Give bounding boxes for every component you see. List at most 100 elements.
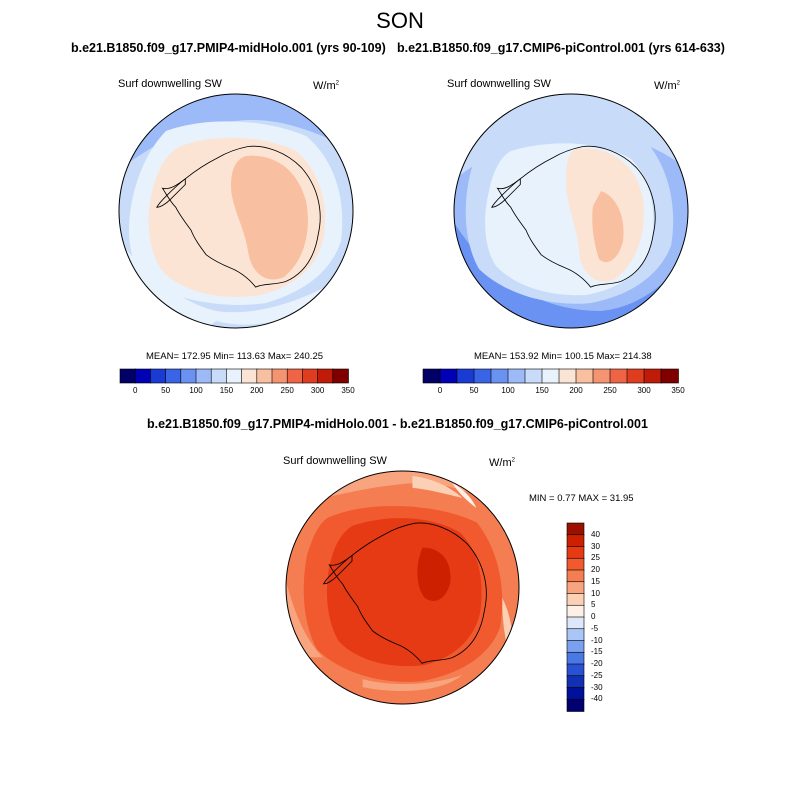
colorbar-tick-label: 0 [437, 386, 443, 395]
map-max-region [417, 547, 451, 601]
colorbar-swatch [439, 368, 458, 384]
colorbar-swatch [566, 640, 585, 654]
colorbar-swatch [609, 368, 628, 384]
map-border [285, 470, 520, 705]
colorbar-tick-label: 30 [591, 541, 600, 551]
left-colorbar-ticks: 0 50 100 150 200 250 300 350 [120, 386, 355, 398]
map-border [453, 93, 689, 329]
colorbar-tick-label: 50 [161, 386, 171, 395]
colorbar-swatch [566, 546, 585, 560]
map-band-south [119, 241, 353, 328]
colorbar-swatch [490, 368, 509, 384]
left-colorbar [119, 368, 349, 384]
diff-units-label: W/m2 [489, 457, 515, 469]
right-colorbar [422, 368, 679, 384]
colorbar-swatch [566, 616, 585, 630]
map-band-north [454, 94, 688, 181]
colorbar-tick-label: 200 [250, 386, 264, 395]
diff-panel-title: b.e21.B1850.f09_g17.PMIP4-midHolo.001 - … [147, 417, 648, 431]
colorbar-swatch [575, 368, 594, 384]
colorbar-tick-label: -30 [591, 682, 603, 692]
diff-colorbar-ticks: 40 30 25 20 15 10 5 0 -5 -10 -15 -20 -25 -30 -40 [591, 523, 621, 711]
map-land-warm [326, 518, 482, 667]
colorbar-tick-label: 100 [189, 386, 203, 395]
colorbar-tick-label: 200 [569, 386, 583, 395]
colorbar-swatch [180, 368, 197, 384]
colorbar-swatch [302, 368, 319, 384]
colorbar-tick-label: 5 [591, 600, 596, 610]
colorbar-swatch [195, 368, 212, 384]
colorbar-swatch [541, 368, 560, 384]
colorbar-tick-label: 10 [591, 588, 600, 598]
map-band-south [454, 221, 688, 328]
colorbar-swatch [592, 368, 611, 384]
colorbar-swatch [422, 368, 441, 384]
colorbar-swatch [473, 368, 492, 384]
left-panel-title: b.e21.B1850.f09_g17.PMIP4-midHolo.001 (y… [71, 41, 386, 55]
colorbar-swatch [165, 368, 182, 384]
colorbar-tick-label: -15 [591, 647, 603, 657]
colorbar-tick-label: -40 [591, 694, 603, 704]
colorbar-swatch [210, 368, 228, 384]
colorbar-swatch [566, 651, 585, 665]
diff-stats: MIN = 0.77 MAX = 31.95 [529, 493, 634, 504]
colorbar-tick-label: 40 [591, 529, 600, 539]
colorbar-swatch [566, 534, 585, 548]
colorbar-tick-label: 15 [591, 576, 600, 586]
colorbar-tick-label: 300 [310, 386, 325, 395]
diff-colorbar [566, 522, 585, 712]
diff-variable-label: Surf downwelling SW [283, 455, 387, 467]
right-variable-label: Surf downwelling SW [447, 78, 551, 90]
map-band-north [119, 94, 353, 171]
left-units-label: W/m2 [313, 80, 339, 92]
colorbar-tick-label: 150 [219, 386, 234, 395]
colorbar-tick-label: 50 [469, 386, 479, 395]
colorbar-swatch [524, 368, 543, 384]
colorbar-swatch [119, 368, 136, 384]
colorbar-swatch [660, 368, 679, 384]
colorbar-swatch [271, 368, 288, 384]
page-title: SON [376, 8, 424, 33]
colorbar-swatch [566, 581, 585, 595]
colorbar-swatch [134, 368, 152, 384]
colorbar-tick-label: 150 [535, 386, 549, 395]
colorbar-tick-label: 25 [591, 553, 600, 563]
colorbar-swatch [566, 593, 585, 607]
colorbar-swatch [226, 368, 243, 384]
colorbar-swatch [566, 569, 585, 583]
colorbar-tick-label: 300 [637, 386, 651, 395]
colorbar-tick-label: -5 [591, 623, 599, 633]
right-colorbar-ticks: 0 50 100 150 200 250 300 350 [423, 386, 685, 398]
colorbar-tick-label: 0 [132, 386, 138, 395]
colorbar-swatch [456, 368, 475, 384]
colorbar-swatch [566, 663, 585, 677]
left-stats: MEAN= 172.95 Min= 113.63 Max= 240.25 [146, 351, 324, 362]
colorbar-swatch [286, 368, 304, 384]
colorbar-swatch [256, 368, 273, 384]
colorbar-swatch [241, 368, 258, 384]
colorbar-swatch [626, 368, 645, 384]
map-border [118, 93, 354, 329]
colorbar-tick-label: 20 [591, 565, 600, 574]
colorbar-swatch [150, 368, 167, 384]
colorbar-swatch [566, 628, 585, 642]
colorbar-swatch [507, 368, 526, 384]
colorbar-tick-label: -10 [591, 635, 603, 645]
colorbar-tick-label: 250 [603, 386, 617, 395]
right-map [453, 93, 689, 329]
colorbar-swatch [566, 522, 585, 536]
colorbar-tick-label: 250 [280, 386, 294, 395]
left-map [118, 93, 354, 329]
colorbar-tick-label: -25 [591, 670, 603, 680]
colorbar-swatch [332, 368, 349, 384]
colorbar-tick-label: 0 [591, 612, 596, 621]
diff-map [285, 470, 520, 705]
map-plateau-high [231, 155, 308, 280]
colorbar-swatch [558, 368, 577, 384]
colorbar-swatch [566, 675, 585, 689]
colorbar-tick-label: 350 [341, 386, 355, 395]
left-variable-label: Surf downwelling SW [118, 78, 222, 90]
colorbar-swatch [566, 687, 585, 701]
colorbar-swatch [566, 557, 585, 571]
colorbar-tick-label: -20 [591, 659, 603, 668]
